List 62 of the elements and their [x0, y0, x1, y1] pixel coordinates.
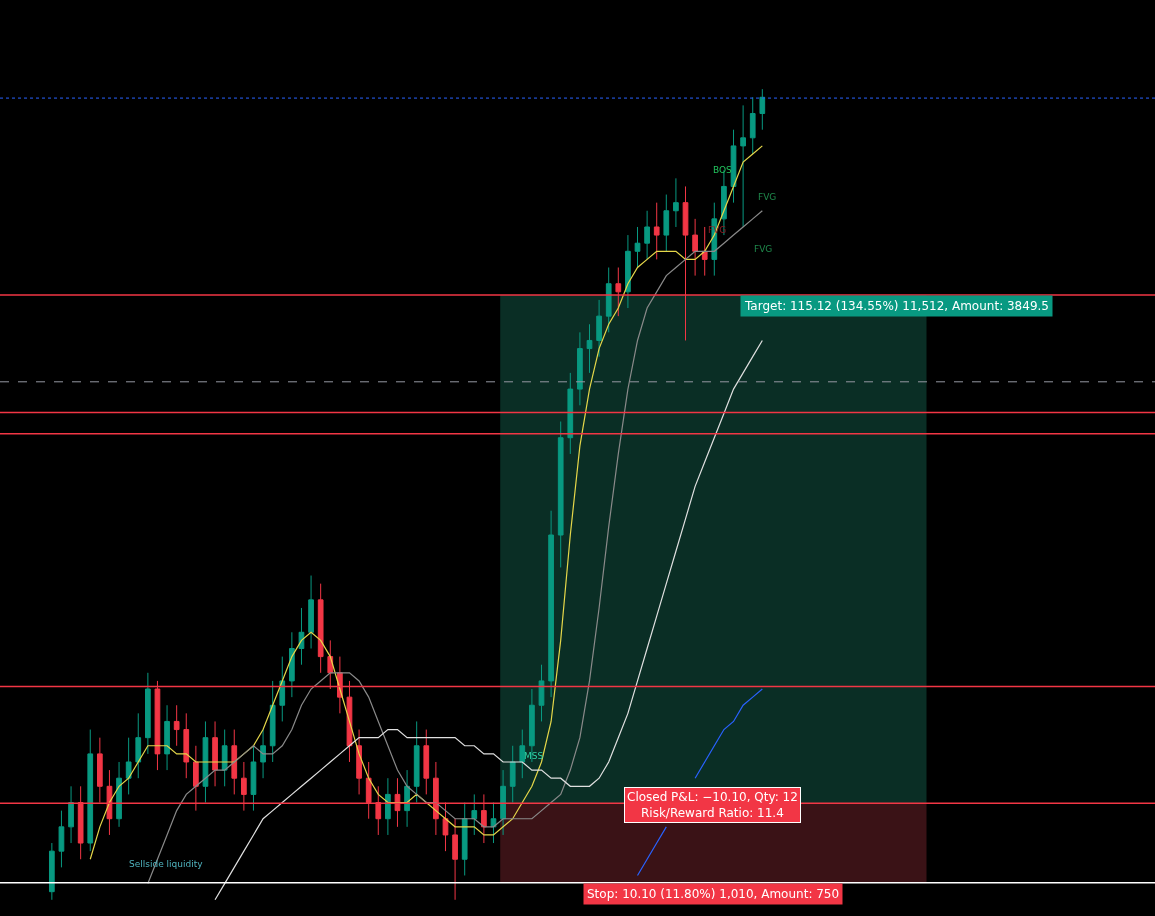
- candlestick: [692, 218, 698, 277]
- candlestick: [212, 720, 218, 787]
- candlestick: [48, 842, 55, 901]
- candlestick: [145, 672, 151, 755]
- candlestick: [509, 745, 516, 804]
- candlestick: [413, 720, 420, 804]
- candlestick: [452, 818, 458, 901]
- candlestick: [461, 802, 468, 876]
- candlestick: [135, 712, 142, 779]
- candlestick: [289, 631, 295, 698]
- candlestick: [298, 607, 305, 666]
- candlestick: [308, 575, 314, 649]
- candlestick: [250, 745, 257, 812]
- candlestick: [634, 226, 641, 268]
- candlestick: [164, 704, 170, 771]
- candlestick: [644, 210, 650, 260]
- band-label: Target: 115.12 (134.55%) 11,512, Amount: 3849.5: [744, 299, 1049, 313]
- candlestick: [423, 729, 430, 795]
- candlestick: [519, 729, 526, 779]
- candlestick: [557, 421, 564, 568]
- candlestick: [567, 372, 574, 455]
- candlestick: [125, 737, 132, 795]
- candlestick: [740, 104, 746, 228]
- annotation: BOS: [713, 165, 733, 175]
- candlestick: [673, 177, 679, 228]
- candlestick: [356, 729, 362, 795]
- candlestick: [749, 96, 756, 155]
- candlestick: [653, 202, 660, 260]
- candlestick: [663, 194, 670, 252]
- candlestick: [87, 729, 94, 852]
- candlestick: [385, 777, 391, 836]
- candlestick: [260, 729, 266, 779]
- annotation: MSS: [524, 751, 544, 761]
- candlestick: [279, 656, 286, 722]
- candlestick: [231, 729, 238, 795]
- candlestick: [625, 234, 631, 309]
- annotation: Closed P&L: −10.10, Qty: 12 Risk/Reward Ratio: 11.4: [627, 790, 798, 820]
- candlestick: [730, 129, 737, 204]
- annotation: FVG: [754, 244, 773, 254]
- annotation: Sellside liquidity: [129, 859, 204, 869]
- candlestick: [596, 299, 602, 358]
- candlestick: [116, 761, 122, 828]
- candlestick: [538, 664, 545, 722]
- candlestick: [183, 712, 190, 779]
- candlestick: [500, 769, 506, 836]
- candlestick: [202, 720, 209, 804]
- candlestick: [221, 729, 228, 787]
- candlestick: [701, 226, 708, 277]
- candlestick: [490, 802, 497, 844]
- band-label: Stop: 10.10 (11.80%) 1,010, Amount: 750: [587, 887, 840, 901]
- annotation: FVG: [758, 192, 777, 202]
- candlestick: [548, 510, 554, 698]
- candlestick: [58, 810, 65, 868]
- candlestick: [269, 680, 276, 763]
- candlestick: [173, 704, 180, 747]
- candlestick: [586, 323, 593, 374]
- candlestick: [605, 267, 612, 333]
- candlestick: [577, 331, 583, 406]
- candlestick: [471, 793, 478, 836]
- candlestick: [68, 785, 74, 844]
- candlestick: [759, 88, 766, 131]
- candlestick: [317, 583, 324, 674]
